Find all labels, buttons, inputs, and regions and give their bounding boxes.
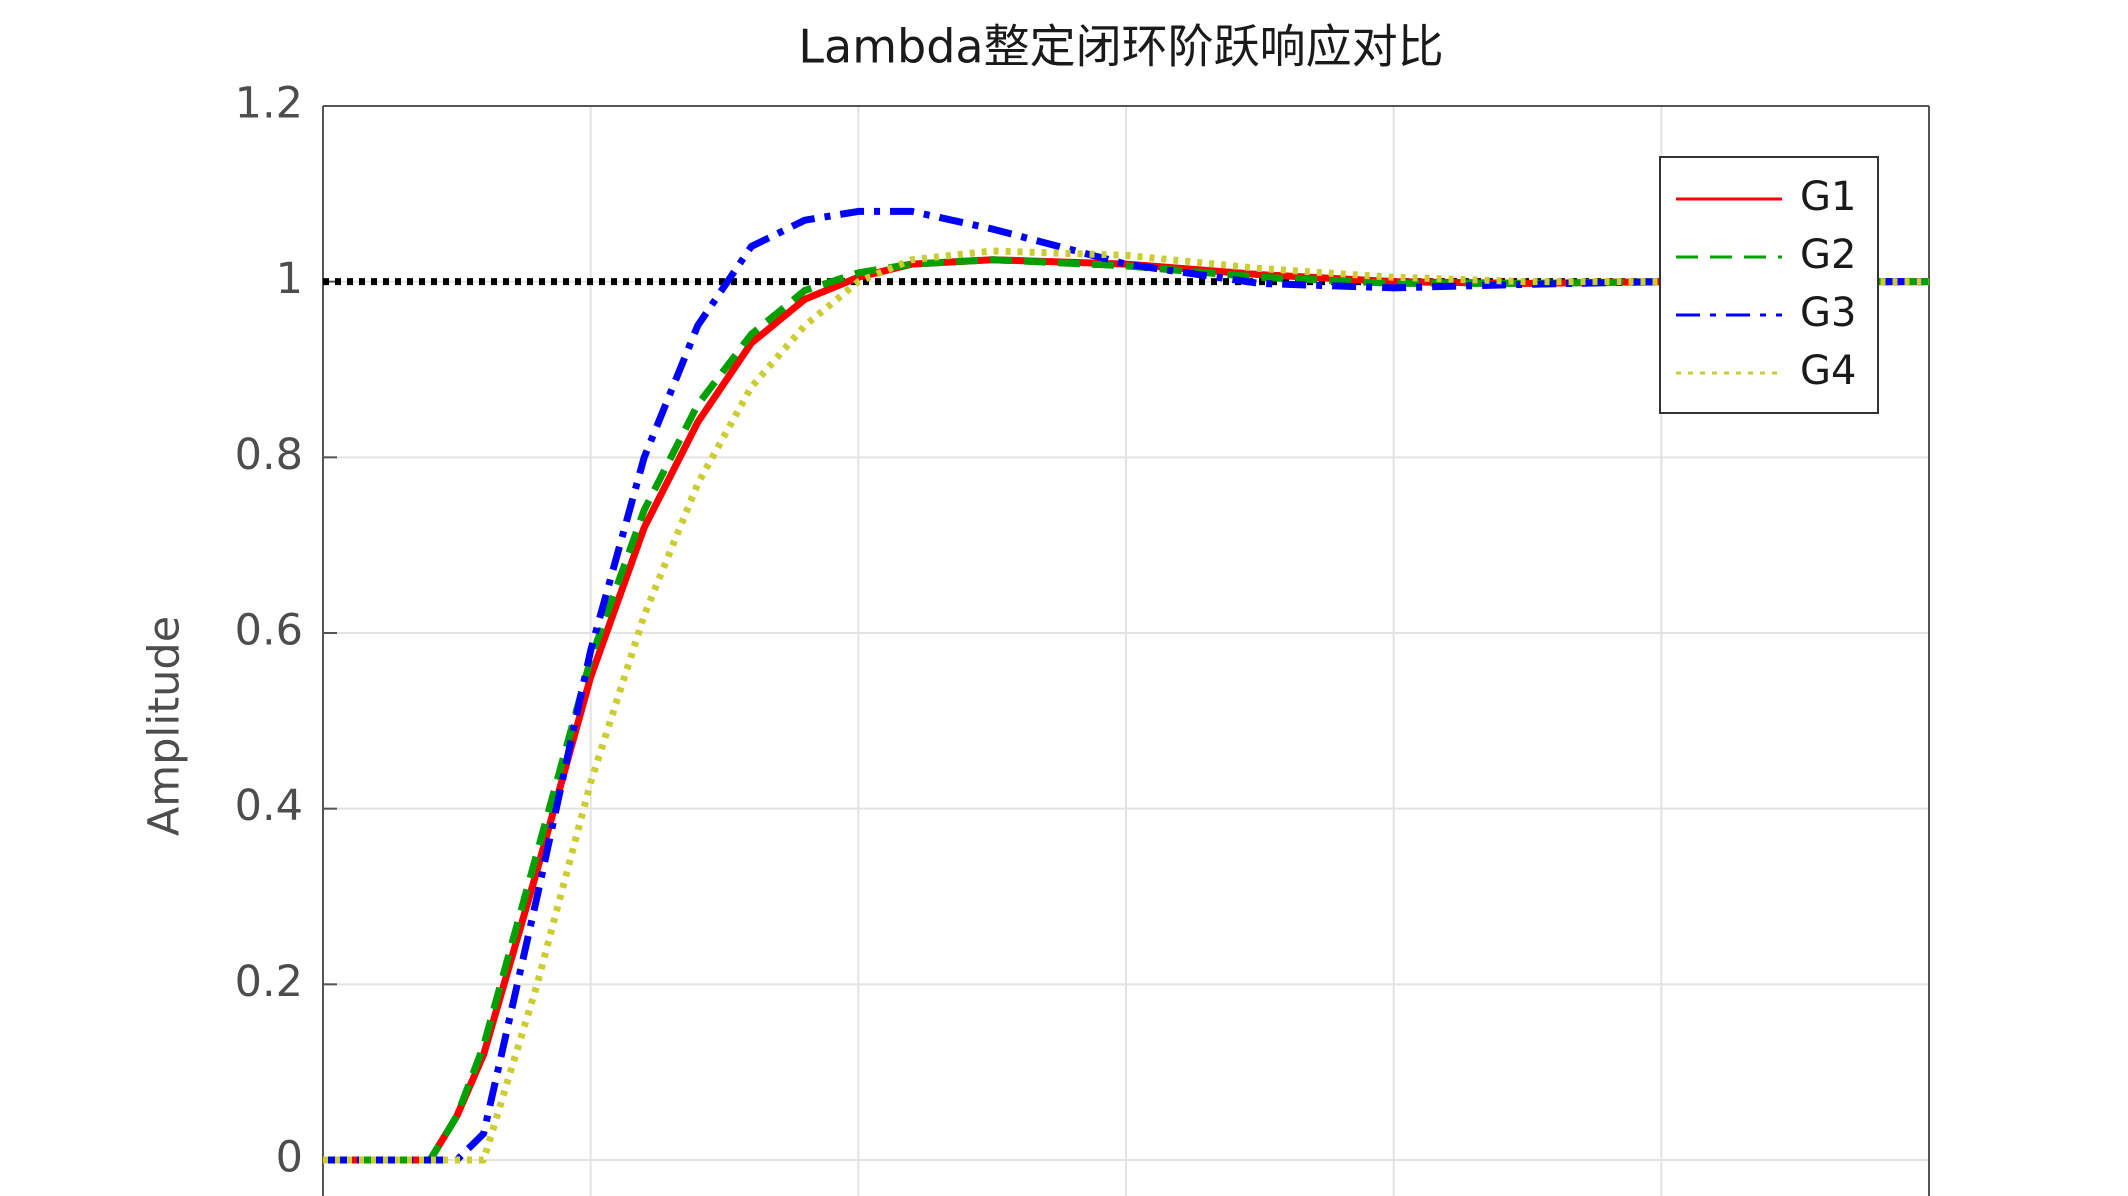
y-tick-label: 0.2: [235, 957, 303, 1007]
y-tick-label: 1.2: [235, 79, 303, 129]
legend: G1 G2 G3 G4: [1659, 156, 1879, 414]
series-line: [323, 207, 1929, 1164]
legend-label: G4: [1800, 348, 1856, 394]
y-tick-label: 0: [276, 1133, 303, 1183]
chart-title: Lambda整定闭环阶跃响应对比: [798, 20, 1443, 74]
y-tick-label: 0.8: [235, 430, 303, 480]
y-tick-label: 1: [276, 254, 303, 304]
y-tick-label: 0.4: [235, 781, 303, 831]
series-line: [323, 256, 1929, 1164]
legend-label: G3: [1800, 290, 1856, 336]
legend-label: G2: [1800, 232, 1856, 278]
y-axis-label: Amplitude: [140, 616, 190, 836]
legend-label: G1: [1800, 174, 1856, 220]
y-tick-label: 0.6: [235, 606, 303, 656]
series-line: [323, 247, 1929, 1164]
